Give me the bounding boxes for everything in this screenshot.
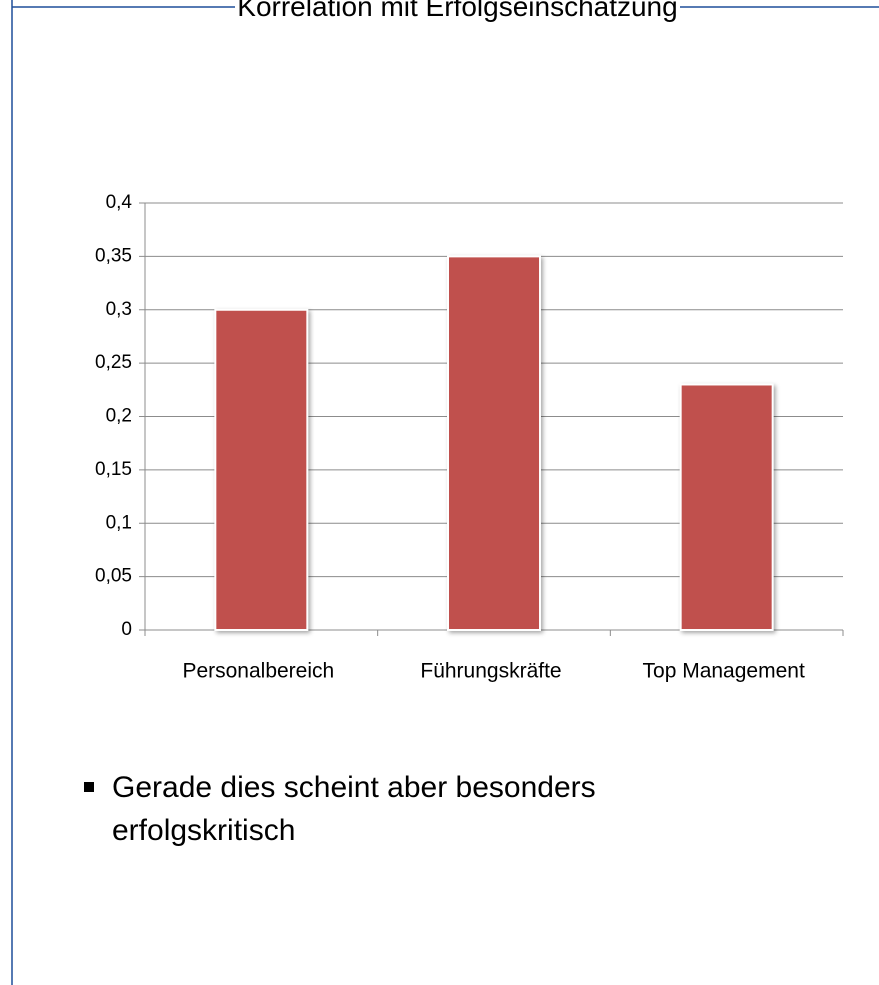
bullet-marker <box>84 782 94 792</box>
bar <box>447 255 541 631</box>
x-tick-label: Personalbereich <box>182 660 334 683</box>
y-tick-label: 0,3 <box>106 299 132 320</box>
y-tick-label: 0 <box>121 619 132 640</box>
x-tick-label: Top Management <box>643 660 805 683</box>
y-tick-label: 0,05 <box>95 566 132 587</box>
y-tick-label: 0,4 <box>106 192 133 213</box>
y-tick-label: 0,25 <box>95 352 132 373</box>
bar <box>679 383 774 631</box>
bar <box>214 308 309 631</box>
y-tick-label: 0,2 <box>106 406 132 427</box>
y-tick-label: 0,35 <box>95 245 132 266</box>
x-tick-label: Führungskräfte <box>420 660 561 683</box>
bullet-text: Gerade dies scheint aber besonders erfol… <box>112 771 596 847</box>
y-tick-label: 0,15 <box>95 459 132 480</box>
y-tick-label: 0,1 <box>106 512 132 533</box>
chart-title: Korrelation mit Erfolgseinschätzung <box>235 0 680 70</box>
